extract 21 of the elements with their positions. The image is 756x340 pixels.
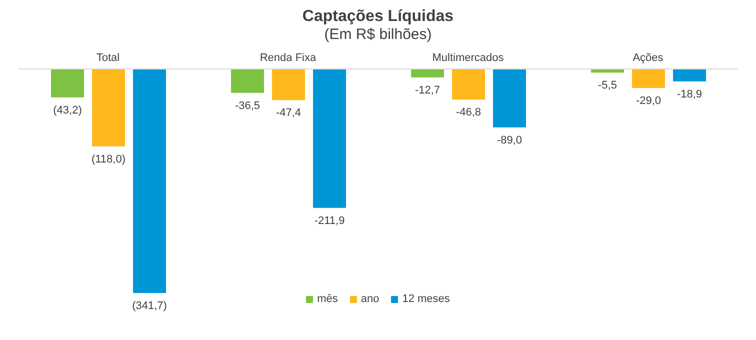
legend-label: ano: [360, 293, 380, 305]
data-label: -12,7: [414, 84, 440, 96]
data-label: -29,0: [636, 95, 662, 108]
chart-title: Captações Líquidas: [301, 8, 455, 26]
x-tick-label: Total: [96, 52, 120, 64]
data-label: -211,9: [314, 214, 345, 227]
data-label: -36,5: [234, 100, 260, 112]
legend-label: mês: [316, 293, 338, 305]
data-label: -46,8: [456, 106, 482, 119]
data-label: (43,2): [53, 104, 82, 116]
data-label: -89,0: [496, 134, 522, 146]
x-tick-label: Ações: [632, 52, 664, 64]
data-label: -5,5: [598, 80, 617, 92]
data-label: (341,7): [132, 300, 167, 312]
chart-subtitle: (Em R$ bilhões): [323, 26, 433, 43]
data-label: (118,0): [91, 153, 126, 166]
x-tick-label: Renda Fixa: [260, 52, 317, 64]
data-label: -47,4: [276, 107, 302, 120]
data-label: -18,9: [676, 88, 702, 100]
x-tick-label: Multimercados: [432, 52, 504, 64]
legend-label: 12 meses: [401, 293, 450, 305]
